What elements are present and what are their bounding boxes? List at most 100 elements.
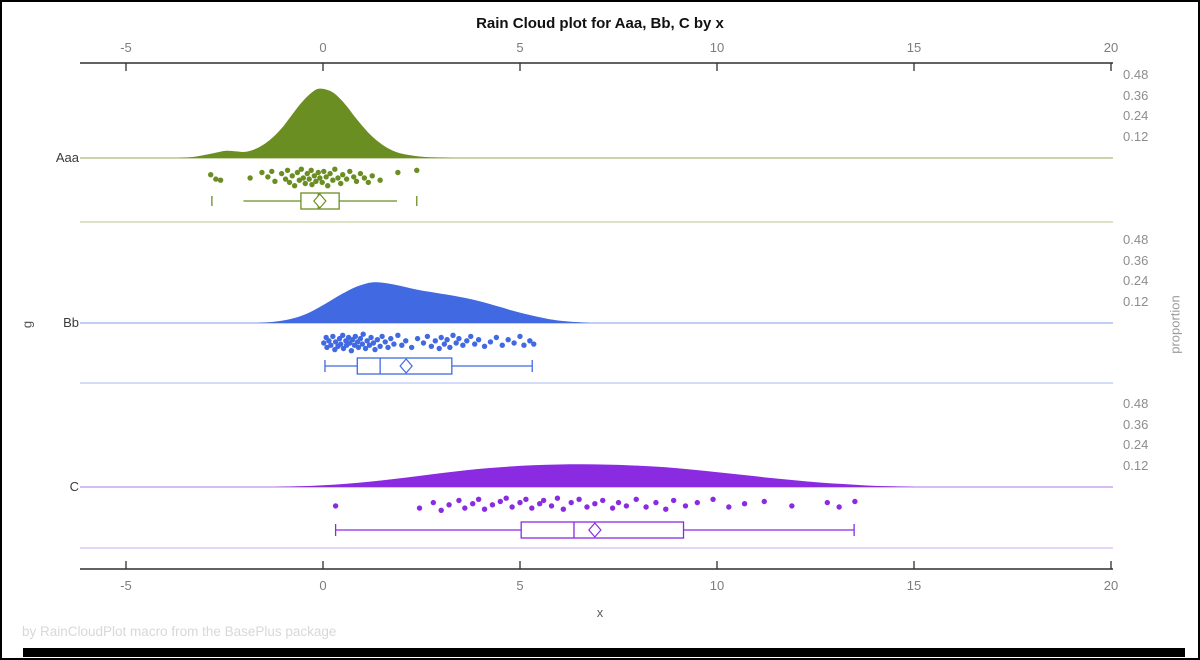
- rain-point-c: [609, 505, 616, 511]
- rain-point-c: [497, 498, 503, 505]
- rain-point-aaa: [315, 169, 321, 176]
- rain-point-c: [789, 503, 795, 509]
- rain-point-bb: [420, 340, 427, 346]
- rain-point-bb: [321, 340, 327, 346]
- rain-point-aaa: [294, 169, 301, 176]
- rain-point-aaa: [278, 170, 285, 177]
- rain-point-aaa: [296, 177, 303, 183]
- rain-point-bb: [372, 346, 378, 353]
- right-axis-label: proportion: [1167, 295, 1183, 354]
- rain-point-aaa: [327, 170, 333, 177]
- rain-point-c: [836, 504, 842, 510]
- rain-point-bb: [527, 338, 533, 344]
- rain-point-c: [517, 499, 523, 506]
- rain-point-c: [503, 495, 509, 501]
- rain-point-bb: [364, 338, 370, 344]
- rain-point-c: [540, 497, 547, 504]
- rain-point-c: [462, 505, 468, 511]
- rain-point-bb: [511, 340, 517, 346]
- rain-point-bb: [368, 334, 374, 341]
- rain-point-c: [554, 495, 561, 501]
- rain-point-aaa: [208, 172, 214, 178]
- rain-point-bb: [468, 333, 474, 340]
- rain-point-bb: [379, 333, 385, 340]
- rain-point-c: [416, 505, 423, 511]
- category-label-aaa: Aaa: [55, 150, 79, 165]
- rain-point-c: [568, 499, 574, 506]
- rain-point-bb: [399, 342, 405, 348]
- density-cloud-c: [275, 464, 915, 487]
- rain-point-c: [633, 496, 639, 502]
- rain-point-bb: [517, 333, 523, 340]
- rain-point-c: [710, 496, 716, 502]
- rain-point-bb: [370, 340, 377, 346]
- proportion-tick-label: 0.48: [1123, 395, 1149, 411]
- rain-point-bb: [338, 341, 344, 347]
- rain-point-bb: [366, 342, 373, 348]
- rain-point-aaa: [323, 174, 329, 180]
- rain-point-aaa: [300, 175, 306, 181]
- rain-point-aaa: [289, 173, 295, 179]
- rain-point-bb: [447, 344, 453, 351]
- proportion-tick-label: 0.12: [1123, 458, 1149, 474]
- rain-point-aaa: [361, 175, 368, 181]
- rain-point-bb: [377, 343, 383, 349]
- proportion-tick-label: 0.12: [1123, 294, 1149, 310]
- mean-diamond-aaa: [313, 193, 327, 209]
- rain-point-bb: [348, 348, 355, 354]
- rain-point-bb: [424, 333, 431, 340]
- rain-point-aaa: [321, 168, 327, 175]
- top-axis-tick-label: 10: [709, 40, 725, 55]
- rain-point-aaa: [282, 176, 289, 182]
- rain-point-bb: [453, 340, 459, 346]
- density-cloud-bb: [256, 282, 591, 323]
- rain-point-c: [653, 499, 659, 506]
- rain-point-bb: [408, 344, 415, 351]
- rain-point-bb: [324, 344, 330, 351]
- rain-point-bb: [464, 338, 470, 344]
- rain-point-bb: [332, 339, 339, 345]
- rain-point-aaa: [217, 177, 224, 183]
- bottom-axis-tick-label: 0: [319, 578, 327, 593]
- rain-point-c: [643, 504, 649, 510]
- rain-point-aaa: [353, 178, 360, 184]
- rain-point-bb: [493, 334, 500, 341]
- rain-point-bb: [414, 335, 421, 342]
- rain-point-bb: [330, 333, 336, 340]
- rain-point-bb: [374, 337, 381, 343]
- rain-point-c: [430, 499, 437, 506]
- rain-point-aaa: [325, 183, 331, 189]
- rain-point-bb: [345, 334, 352, 341]
- rain-point-bb: [505, 337, 511, 343]
- rain-point-bb: [362, 345, 369, 352]
- rain-point-c: [576, 496, 582, 502]
- top-axis-tick-label: 5: [516, 40, 524, 55]
- rain-point-c: [682, 503, 689, 509]
- rain-point-c: [670, 497, 677, 504]
- horizontal-scrollbar-thumb[interactable]: [23, 648, 1185, 657]
- rain-point-bb: [441, 341, 448, 347]
- rain-point-c: [600, 497, 606, 504]
- proportion-tick-label: 0.36: [1123, 252, 1149, 268]
- bottom-axis-tick-label: 15: [906, 578, 922, 593]
- rain-point-aaa: [313, 178, 319, 184]
- rain-point-aaa: [311, 173, 318, 179]
- rain-point-aaa: [319, 179, 325, 186]
- top-axis-tick-label: 15: [906, 40, 922, 55]
- rain-point-aaa: [269, 168, 275, 175]
- rain-point-c: [761, 498, 767, 505]
- rain-point-bb: [444, 337, 450, 343]
- bottom-axis-tick-label: 10: [709, 578, 725, 593]
- rain-point-aaa: [343, 176, 350, 182]
- rain-point-c: [615, 499, 622, 506]
- rain-point-aaa: [317, 175, 323, 181]
- proportion-tick-label: 0.12: [1123, 129, 1149, 145]
- rain-point-bb: [328, 342, 334, 348]
- rain-point-c: [481, 506, 488, 512]
- rain-point-aaa: [272, 178, 278, 184]
- rain-point-aaa: [291, 183, 298, 189]
- category-label-bb: Bb: [63, 315, 79, 330]
- rain-point-bb: [521, 342, 527, 348]
- rain-point-bb: [475, 337, 482, 343]
